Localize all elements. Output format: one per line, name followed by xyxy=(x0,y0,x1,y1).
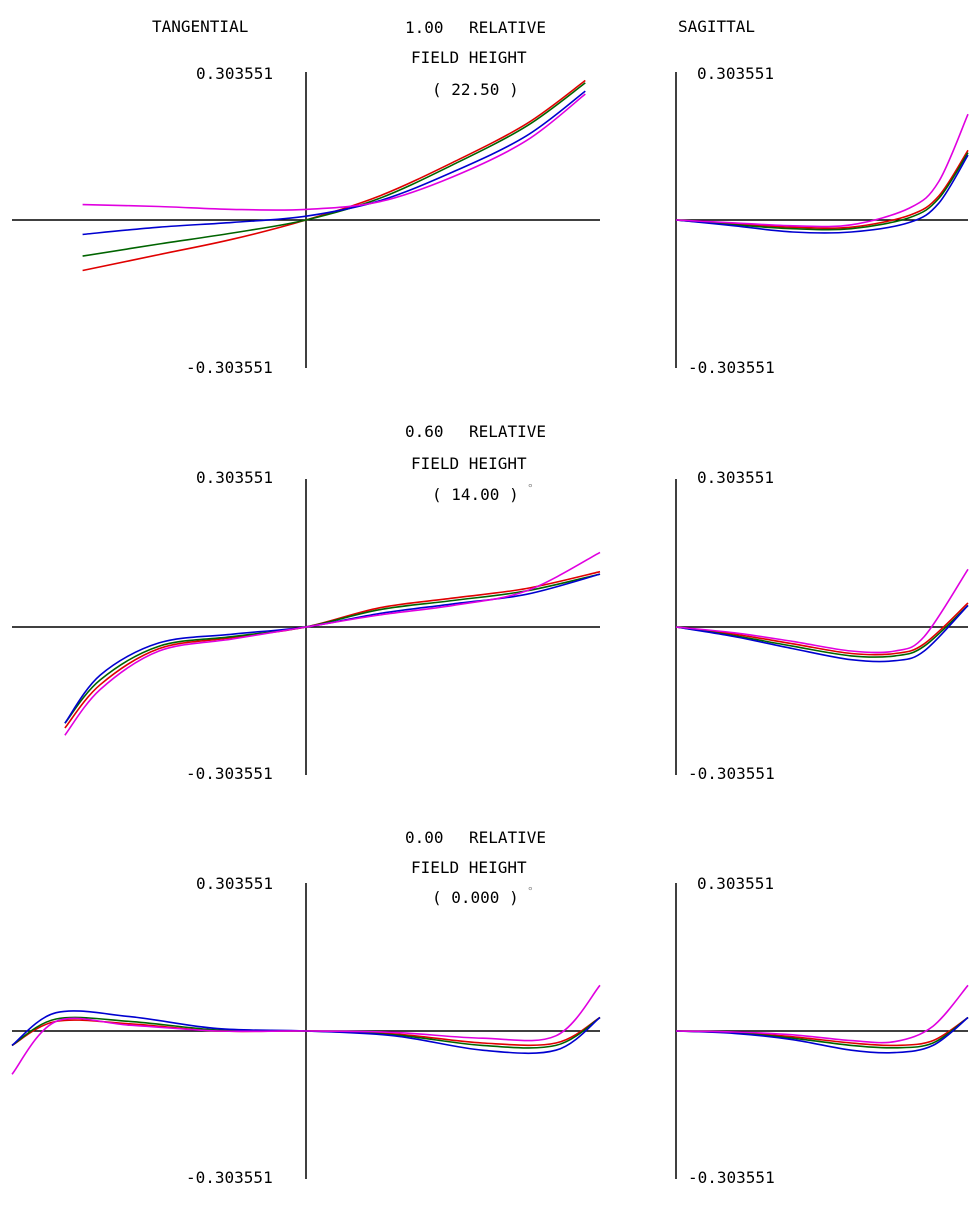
tangential-ray-fan-curve xyxy=(82,90,586,236)
y-min-label: -0.303551 xyxy=(688,358,775,377)
sagittal-ray-fan-curve xyxy=(675,1016,969,1054)
tangential-ray-fan-curve xyxy=(64,551,601,736)
sagittal-ray-fan-curve xyxy=(675,984,969,1044)
sagittal-ray-fan-curve xyxy=(675,568,969,654)
field-angle: ( 0.000 ) xyxy=(432,888,519,907)
degree-sign: ° xyxy=(527,482,534,495)
tangential-ray-fan-curve xyxy=(82,82,586,257)
field-relative-word: RELATIVE xyxy=(469,828,546,847)
sagittal-ray-fan-curve xyxy=(675,602,969,656)
field-relative-value: 0.60 xyxy=(405,422,444,441)
y-max-label: 0.303551 xyxy=(196,874,273,893)
sagittal-ray-fan-curve xyxy=(675,154,969,234)
field-relative-value: 1.00 xyxy=(405,18,444,37)
y-min-label: -0.303551 xyxy=(688,1168,775,1187)
y-max-label: 0.303551 xyxy=(196,64,273,83)
field-relative-word: RELATIVE xyxy=(469,18,546,37)
field-relative-word: RELATIVE xyxy=(469,422,546,441)
y-min-label: -0.303551 xyxy=(186,358,273,377)
sagittal-ray-fan-curve xyxy=(675,152,969,231)
y-min-label: -0.303551 xyxy=(186,1168,273,1187)
sagittal-ray-fan-curve xyxy=(675,604,969,663)
field-angle: ( 22.50 ) xyxy=(432,80,519,99)
y-max-label: 0.303551 xyxy=(697,874,774,893)
y-max-label: 0.303551 xyxy=(697,64,774,83)
field-height-label: FIELD HEIGHT xyxy=(411,48,527,67)
tangential-header: TANGENTIAL xyxy=(152,17,248,36)
y-max-label: 0.303551 xyxy=(196,468,273,487)
sagittal-ray-fan-curve xyxy=(675,113,969,228)
sagittal-ray-fan-curve xyxy=(675,604,969,658)
y-max-label: 0.303551 xyxy=(697,468,774,487)
y-min-label: -0.303551 xyxy=(688,764,775,783)
field-relative-value: 0.00 xyxy=(405,828,444,847)
y-min-label: -0.303551 xyxy=(186,764,273,783)
field-angle: ( 14.00 ) xyxy=(432,485,519,504)
degree-sign: ° xyxy=(527,885,534,898)
field-height-label: FIELD HEIGHT xyxy=(411,454,527,473)
tangential-ray-fan-curve xyxy=(82,79,586,272)
sagittal-ray-fan-curve xyxy=(675,149,969,230)
tangential-ray-fan-curve xyxy=(11,984,601,1075)
tangential-ray-fan-curve xyxy=(64,573,601,724)
tangential-ray-fan-curve xyxy=(82,93,586,211)
sagittal-header: SAGITTAL xyxy=(678,17,755,36)
field-height-label: FIELD HEIGHT xyxy=(411,858,527,877)
